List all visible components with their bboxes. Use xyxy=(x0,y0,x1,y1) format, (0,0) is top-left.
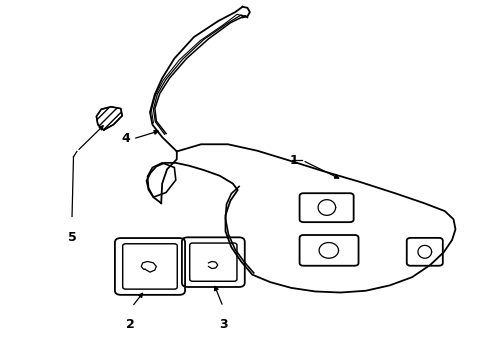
Text: 2: 2 xyxy=(126,318,135,331)
Text: 1: 1 xyxy=(290,154,298,167)
Text: 5: 5 xyxy=(68,231,76,244)
Text: 3: 3 xyxy=(219,318,227,331)
Text: 4: 4 xyxy=(121,132,130,145)
